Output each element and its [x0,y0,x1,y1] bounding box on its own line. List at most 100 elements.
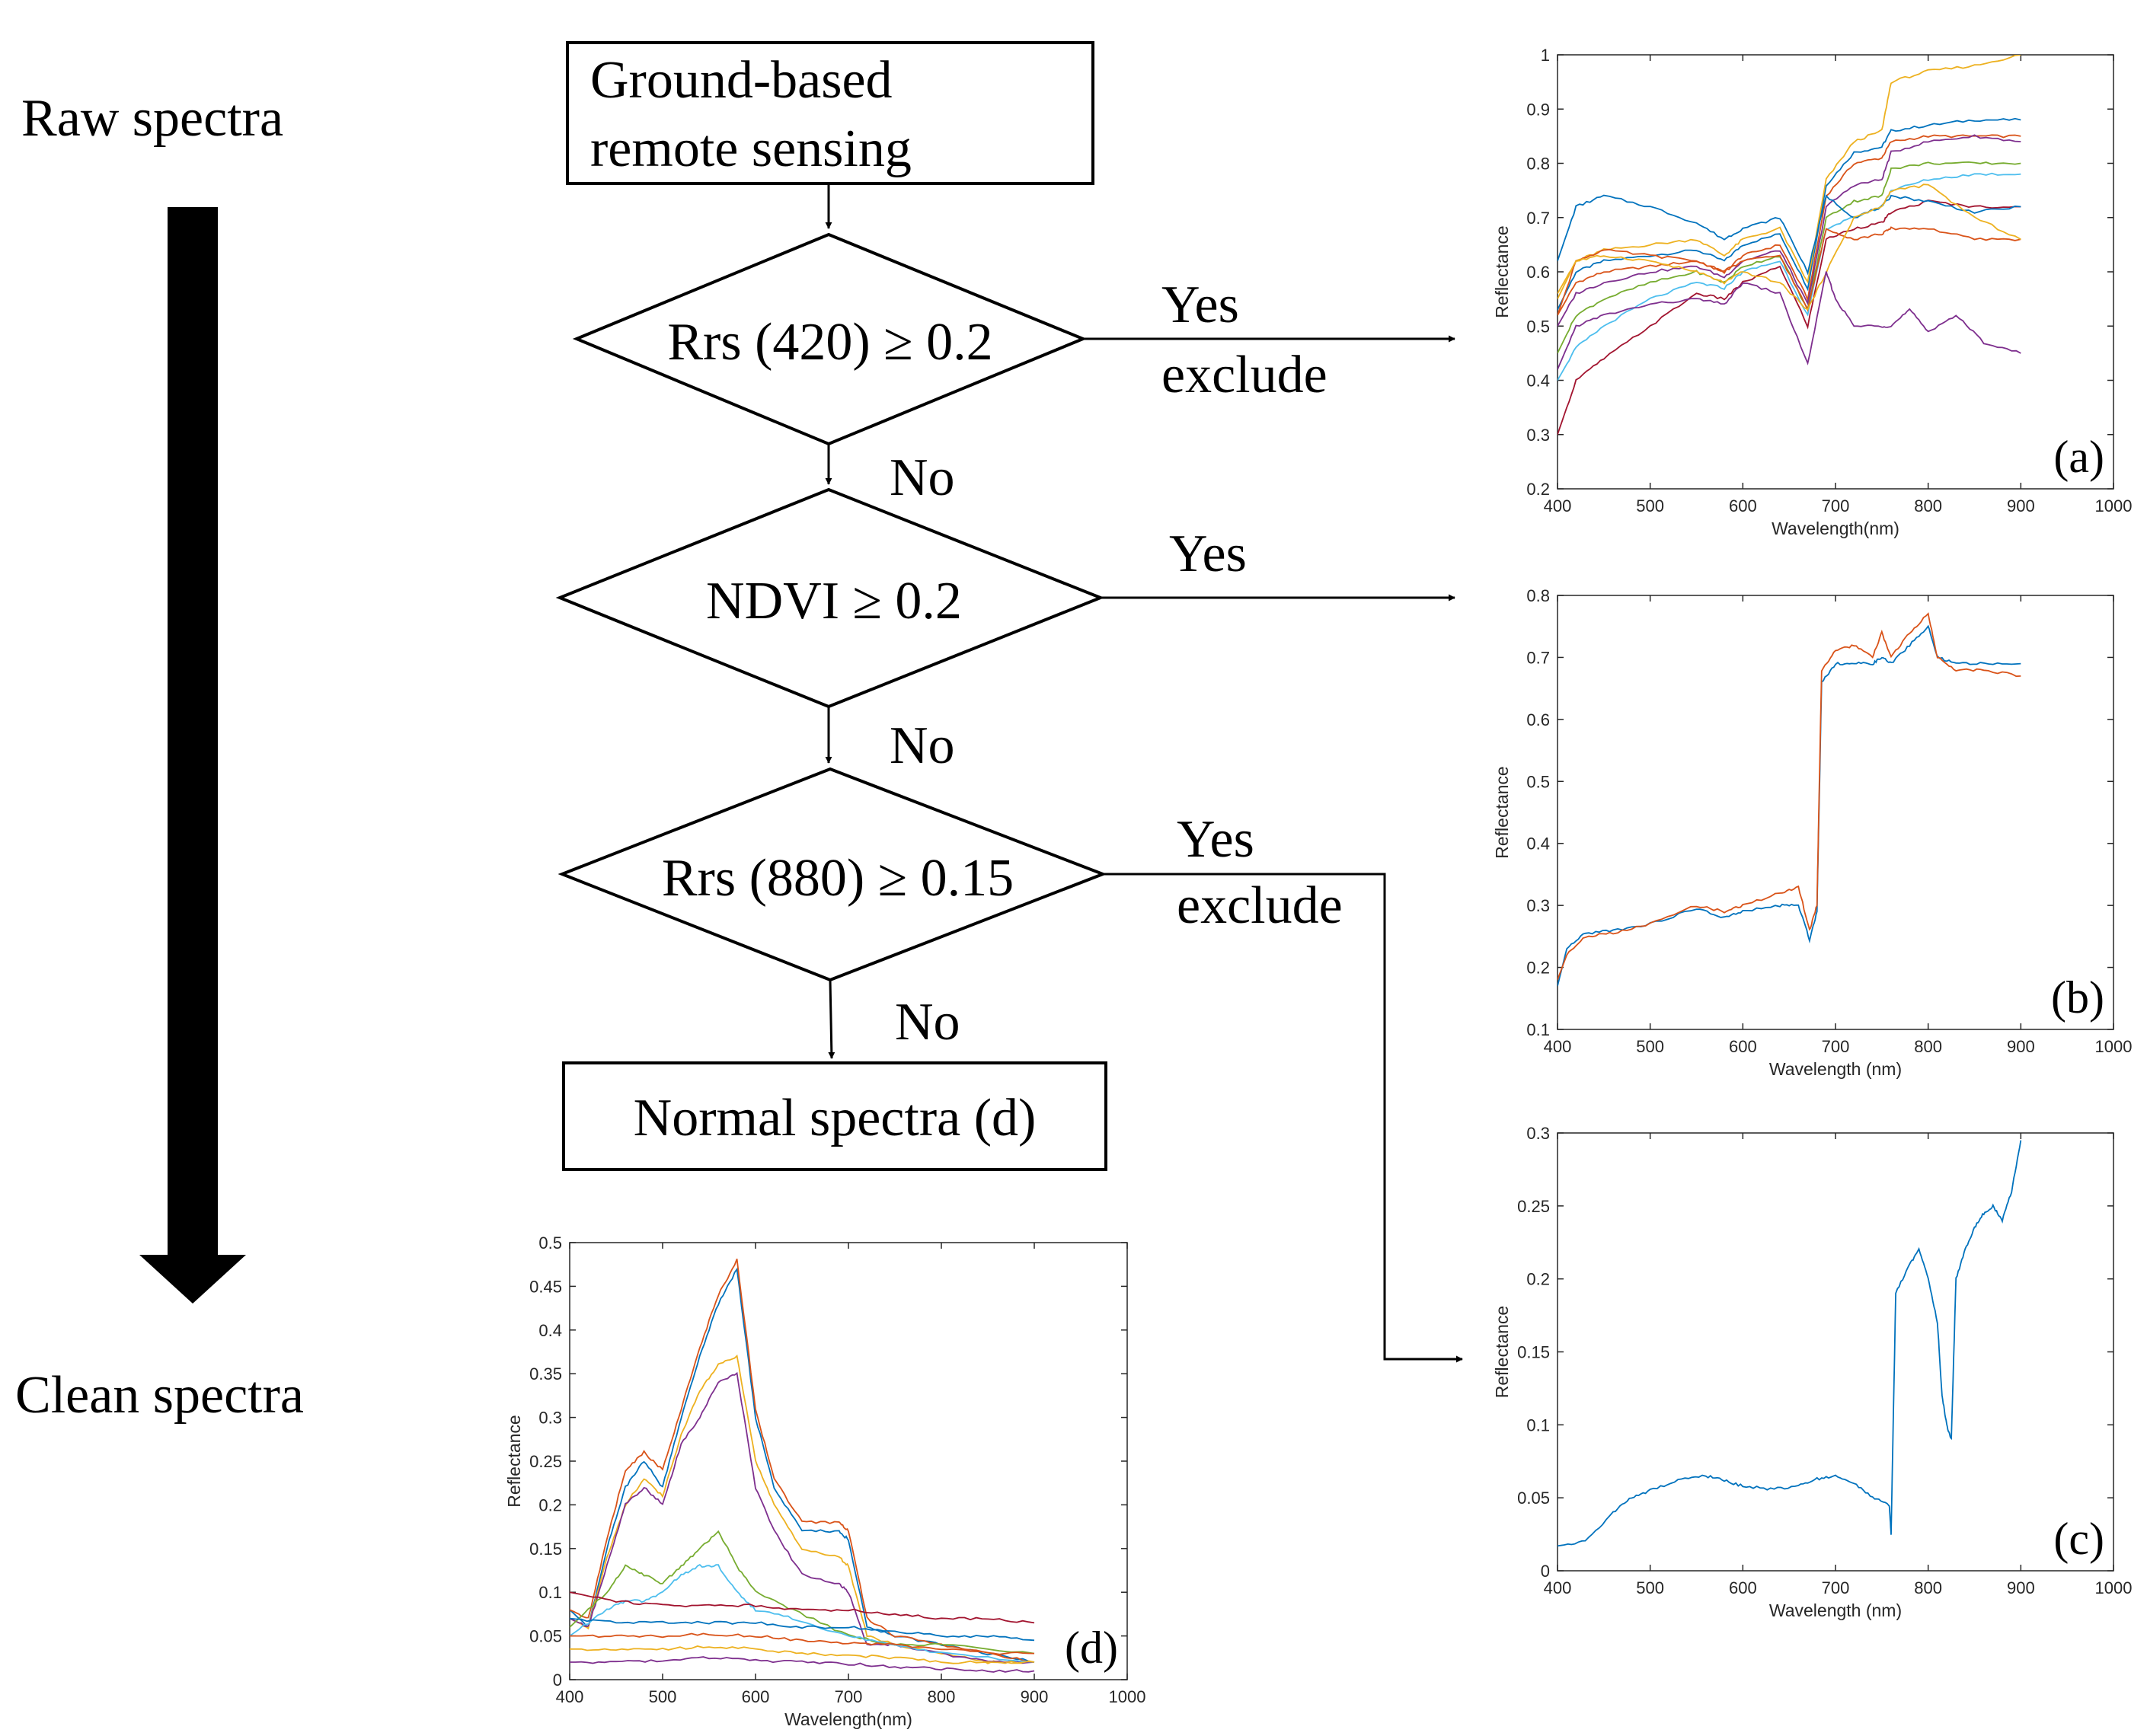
x-tick-label: 900 [2007,496,2035,515]
exclude-label-1: exclude [1161,346,1327,404]
raw-spectra-label: Raw spectra [21,89,283,148]
panel-label: (c) [2053,1514,2104,1564]
y-tick-label: 0.8 [1526,155,1550,174]
series-line [1558,134,2021,327]
x-axis-label: Wavelength (nm) [1769,1059,1902,1079]
start-box [566,41,1094,185]
series-line [570,1617,1035,1642]
x-tick-label: 800 [1914,1037,1942,1056]
panel-label: (d) [1065,1623,1118,1673]
y-axis-label: Reflectance [1492,225,1512,318]
decision-rrs420-label: Rrs (420) ≥ 0.2 [667,313,992,372]
panel-label: (b) [2051,972,2104,1023]
x-tick-label: 700 [1822,496,1850,515]
y-tick-label: 0.7 [1526,648,1550,667]
series-line [1558,226,2021,316]
x-axis-label: Wavelength(nm) [784,1709,912,1729]
chart-b: 400 500 600 700 800 900 1000 0.1 0.2 0.3 0.4 0.5 0.6… [1492,586,2132,1079]
y-tick-label: 0.35 [529,1364,562,1383]
series-line [1558,55,2021,299]
x-tick-label: 1000 [2095,1037,2133,1056]
decision-ndvi-label: NDVI ≥ 0.2 [706,572,962,630]
exclude-label-3: exclude [1177,876,1343,935]
y-tick-label: 0.3 [1526,896,1550,915]
y-tick-label: 0.2 [1526,959,1550,978]
y-tick-label: 0.25 [529,1452,562,1471]
chart-d: 400 500 600 700 800 900 1000 0 0.05 0.1 0.15 0.2 0.2… [504,1233,1145,1729]
y-tick-label: 0.1 [1526,1020,1550,1039]
x-tick-label: 500 [1636,496,1664,515]
series-line [1558,117,2021,311]
y-tick-label: 0.15 [529,1540,562,1559]
y-tick-label: 0.5 [538,1233,562,1253]
x-tick-label: 600 [1729,1037,1757,1056]
y-tick-label: 0.2 [538,1495,562,1514]
yes-label-3: Yes [1177,810,1254,869]
series-group [1558,612,2021,987]
series-line [1558,612,2021,981]
progress-arrow-head [139,1255,246,1304]
no-label-1: No [890,448,955,507]
series-group [1558,55,2021,436]
y-tick-label: 0.45 [529,1277,562,1296]
series-line [1558,1140,2022,1547]
series-group [1558,1140,2022,1547]
series-line [1558,183,2021,311]
y-tick-label: 0.1 [538,1583,562,1602]
y-tick-label: 0.25 [1517,1197,1550,1216]
y-tick-label: 1 [1541,46,1550,65]
x-tick-label: 900 [1021,1687,1049,1706]
y-tick-label: 0.3 [1526,1124,1550,1143]
x-axis-label: Wavelength (nm) [1769,1600,1902,1620]
series-line [570,1563,1035,1663]
no-label-2: No [890,716,955,775]
y-axis-label: Reflectance [1492,1306,1512,1398]
x-tick-label: 600 [1729,1578,1757,1597]
x-axis-label: Wavelength(nm) [1772,519,1899,538]
x-tick-label: 800 [1914,496,1942,515]
y-tick-label: 0 [553,1671,562,1690]
y-tick-label: 0.05 [529,1627,562,1646]
y-axis-label: Reflectance [1492,766,1512,858]
series-line [1558,194,2021,276]
no-label-3: No [895,993,960,1051]
progress-arrow-shaft [168,207,218,1258]
y-tick-label: 0.15 [1517,1343,1550,1362]
y-tick-label: 0.05 [1517,1489,1550,1508]
start-box-line1: Ground-based [590,51,893,110]
start-box-line2: remote sensing [590,120,912,178]
series-line [570,1632,1035,1655]
series-line [1558,172,2021,381]
plot-area [1557,1132,2114,1572]
y-tick-label: 0.8 [1526,586,1550,605]
y-tick-label: 0.4 [1526,372,1550,391]
end-box-label: Normal spectra (d) [634,1089,1037,1147]
series-line [570,1591,1035,1624]
x-tick-label: 900 [2007,1578,2035,1597]
y-tick-label: 0 [1541,1562,1550,1581]
x-tick-label: 600 [742,1687,770,1706]
series-line [570,1645,1035,1664]
x-tick-label: 500 [1636,1037,1664,1056]
series-line [1558,271,2021,370]
y-tick-label: 0.5 [1526,317,1550,336]
x-tick-label: 500 [649,1687,677,1706]
x-tick-label: 600 [1729,496,1757,515]
x-tick-label: 1000 [2095,496,2133,515]
yes-label-2: Yes [1169,525,1247,583]
x-tick-label: 400 [556,1687,584,1706]
series-group [570,1259,1035,1673]
x-tick-label: 900 [2007,1037,2035,1056]
y-tick-label: 0.2 [1526,480,1550,499]
panel-label: (a) [2053,432,2104,482]
yes-branch-3 [1103,873,1463,1363]
y-tick-label: 0.7 [1526,209,1550,228]
y-tick-label: 0.3 [1526,426,1550,445]
y-tick-label: 0.4 [538,1321,562,1340]
decision-rrs880-label: Rrs (880) ≥ 0.15 [662,849,1014,908]
chart-a: 400 500 600 700 800 900 1000 0.2 0.3 0.4 0.5 0.6 0.7… [1492,46,2132,538]
end-box [562,1061,1107,1171]
y-tick-label: 0.6 [1526,710,1550,729]
x-tick-label: 1000 [2095,1578,2133,1597]
